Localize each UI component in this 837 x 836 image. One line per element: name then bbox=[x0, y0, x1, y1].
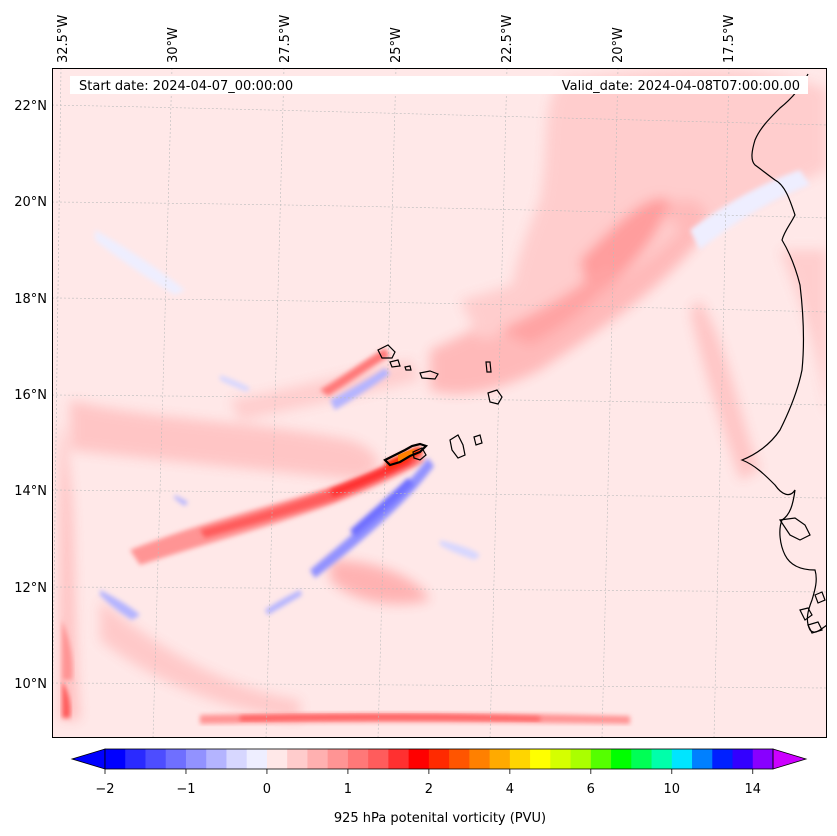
colorbar-extend-high bbox=[772, 748, 808, 770]
colorbar-cell bbox=[550, 749, 572, 769]
colorbar-tick-label: −1 bbox=[176, 782, 195, 797]
colorbar-cell bbox=[206, 749, 227, 769]
cape-verde-islands bbox=[377, 344, 503, 467]
colorbar-cell bbox=[428, 749, 450, 769]
colorbar-tick-label: 14 bbox=[744, 782, 761, 797]
colorbar-cell bbox=[692, 749, 713, 769]
colorbar-tick-label: 10 bbox=[664, 782, 681, 797]
colorbar-outline bbox=[104, 748, 774, 770]
island-brava-cluster bbox=[383, 442, 429, 467]
colorbar-cell bbox=[145, 749, 167, 769]
colorbar-cell bbox=[530, 749, 551, 769]
colorbar-tick-label: 6 bbox=[587, 782, 595, 797]
colorbar-ticks: −2 −1 0 1 2 4 6 10 14 bbox=[95, 769, 761, 797]
colorbar-cell bbox=[469, 749, 491, 769]
island-sao-vicente bbox=[389, 359, 401, 368]
colorbar-cell bbox=[226, 749, 248, 769]
colorbar-tick-label: −2 bbox=[95, 782, 114, 797]
colorbar-cell bbox=[449, 749, 470, 769]
colorbar-cell bbox=[185, 749, 207, 769]
lon-label: 30°W bbox=[166, 27, 181, 63]
lon-label: 32.5°W bbox=[56, 15, 71, 63]
colorbar-cell bbox=[732, 749, 754, 769]
pv-main-band bbox=[62, 348, 630, 724]
map-panel: Start date: 2024-04-07_00:00:00 Valid_da… bbox=[52, 68, 827, 738]
colorbar-cell bbox=[368, 749, 389, 769]
colorbar-cell bbox=[590, 749, 612, 769]
graticule bbox=[52, 68, 827, 738]
colorbar-cell bbox=[347, 749, 369, 769]
lat-label: 14°N bbox=[14, 484, 47, 499]
colorbar-cell bbox=[752, 749, 774, 769]
colorbar-cell bbox=[266, 749, 288, 769]
colorbar-cell bbox=[327, 749, 349, 769]
lat-label: 18°N bbox=[14, 292, 47, 307]
colorbar-tick-label: 0 bbox=[263, 782, 271, 797]
island-sal bbox=[485, 361, 492, 373]
colorbar-tick-label: 2 bbox=[425, 782, 433, 797]
colorbar: −2 −1 0 1 2 4 6 10 14 925 hPa potenital vorticit… bbox=[70, 748, 808, 826]
colorbar-cell bbox=[165, 749, 187, 769]
colorbar-cell bbox=[509, 749, 531, 769]
colorbar-title: 925 hPa potenital vorticity (PVU) bbox=[334, 811, 546, 826]
island-fogo bbox=[412, 447, 427, 461]
valid-date-label: Valid_date: 2024-04-08T07:00:00.00 bbox=[562, 79, 800, 94]
colorbar-cell bbox=[408, 749, 430, 769]
lon-label: 20°W bbox=[611, 27, 626, 63]
colorbar-cell bbox=[712, 749, 734, 769]
island-santo-antao bbox=[377, 344, 396, 359]
island-santa-luzia bbox=[404, 365, 412, 371]
lon-label: 22.5°W bbox=[500, 15, 515, 63]
colorbar-cells bbox=[105, 749, 774, 769]
colorbar-cell bbox=[489, 749, 511, 769]
colorbar-tick-label: 4 bbox=[506, 782, 514, 797]
start-date-label: Start date: 2024-04-07_00:00:00 bbox=[79, 79, 293, 94]
pv-negative-patches bbox=[95, 170, 810, 620]
bissagos-islands bbox=[799, 591, 826, 634]
colorbar-cell bbox=[671, 749, 693, 769]
island-sao-nicolau bbox=[419, 370, 439, 380]
island-boa-vista bbox=[487, 389, 503, 405]
island-santiago bbox=[449, 434, 466, 459]
colorbar-cell bbox=[651, 749, 673, 769]
colorbar-cell bbox=[246, 749, 268, 769]
lon-label: 25°W bbox=[389, 27, 404, 63]
colorbar-cell bbox=[388, 749, 410, 769]
senegal-gambia-coast bbox=[778, 517, 811, 541]
colorbar-cell bbox=[125, 749, 146, 769]
lat-label: 16°N bbox=[14, 388, 47, 403]
lat-label: 12°N bbox=[14, 581, 47, 596]
info-bar: Start date: 2024-04-07_00:00:00 Valid_da… bbox=[70, 76, 808, 94]
colorbar-tick-label: 1 bbox=[344, 782, 352, 797]
lon-label: 17.5°W bbox=[722, 15, 737, 63]
africa-coastline bbox=[740, 73, 827, 633]
colorbar-cell bbox=[631, 749, 653, 769]
island-maio bbox=[473, 434, 483, 446]
longitude-labels: 32.5°W 30°W 27.5°W 25°W 22.5°W 20°W 17.5… bbox=[56, 15, 737, 63]
coastlines bbox=[740, 73, 827, 634]
lon-label: 27.5°W bbox=[278, 15, 293, 63]
colorbar-cell bbox=[307, 749, 329, 769]
lat-label: 20°N bbox=[14, 195, 47, 210]
colorbar-cell bbox=[570, 749, 592, 769]
colorbar-cell bbox=[105, 749, 126, 769]
latitude-labels: 22°N 20°N 18°N 16°N 14°N 12°N 10°N bbox=[14, 99, 47, 692]
map-frame bbox=[52, 68, 827, 738]
colorbar-extend-low bbox=[70, 748, 106, 770]
colorbar-cell bbox=[287, 749, 308, 769]
lat-label: 10°N bbox=[14, 677, 47, 692]
colorbar-cell bbox=[611, 749, 632, 769]
lat-label: 22°N bbox=[14, 99, 47, 114]
